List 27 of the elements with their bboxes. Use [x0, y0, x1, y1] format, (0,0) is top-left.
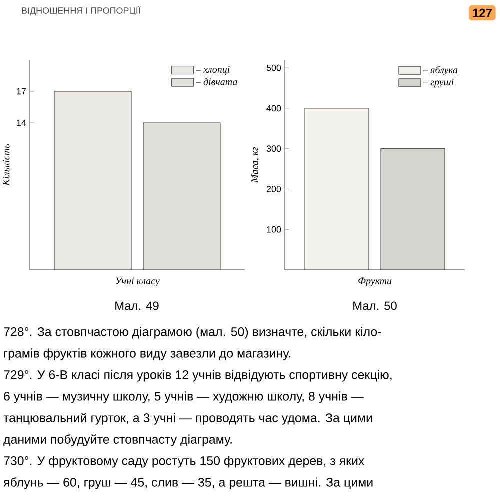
y-tick-label: 14	[17, 120, 26, 126]
text: яблунь — 60, груш — 45, слив — 35, а решта — вишні. За цими	[4, 478, 373, 490]
text: 6 учнів — музичну школу, 5 учнів — художню школу, 8 учнів —	[4, 392, 364, 404]
text: 728°. За стовпчастою діаграмою (мал. 50) визначте, скільки кіло-	[4, 327, 382, 339]
text: даними побудуйте стовпчасту діаграму.	[4, 434, 232, 446]
text: 730°. У фруктовому саду ростуть 150 фруктових дерев, з яких	[4, 456, 365, 468]
text: Мал. 50	[354, 302, 397, 310]
x-axis-title: Учні класу	[116, 278, 160, 287]
y-tick-label: 500	[266, 64, 282, 72]
legend-label: – груші	[423, 78, 454, 88]
x-axis-title: Фрукти	[358, 278, 392, 286]
y-axis-title: Кількість	[2, 144, 10, 186]
legend-label: – дівчата	[196, 78, 238, 86]
text: Мал. 49	[116, 302, 159, 310]
text: 127	[473, 8, 492, 18]
y-tick-label: 17	[17, 88, 26, 95]
text: 729°. У 6-В класі після уроків 12 учнів відвідують спортивну секцію,	[4, 370, 392, 382]
y-tick-label: 100	[267, 226, 282, 233]
legend-label: – яблука	[423, 66, 458, 76]
y-tick-label: 300	[266, 146, 282, 152]
y-tick-label: 400	[266, 105, 282, 112]
text: грамів фруктів кожного виду завезли до магазину.	[4, 348, 290, 360]
legend-label: – хлопці	[196, 66, 230, 75]
text: танцювальний гурток, а 3 учні — проводять час удома. За цими	[4, 413, 372, 425]
text: ВІДНОШЕННЯ І ПРОПОРЦІЇ	[22, 6, 141, 16]
y-tick-label: 200	[266, 186, 282, 192]
y-axis-title: Маса, кг	[252, 147, 260, 184]
